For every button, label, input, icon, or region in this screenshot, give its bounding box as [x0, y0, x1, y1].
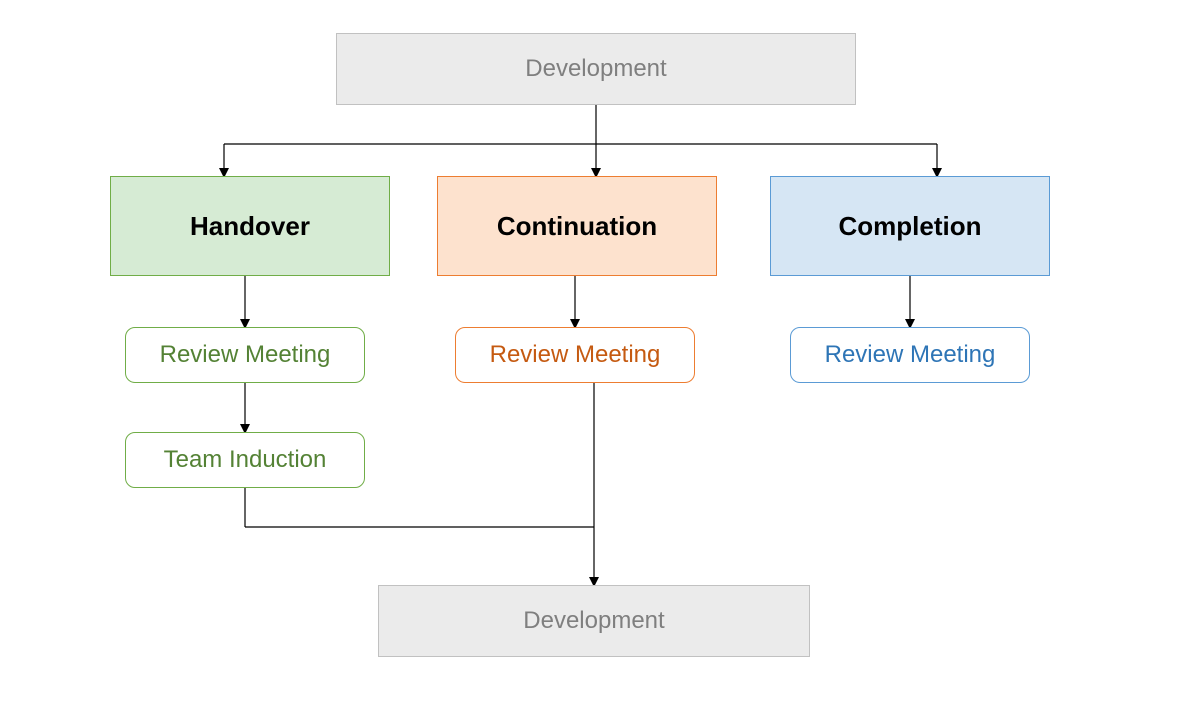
node-label-handover: Handover: [190, 211, 310, 242]
node-label-review_green: Review Meeting: [160, 341, 331, 369]
node-review_blue: Review Meeting: [790, 327, 1030, 383]
node-label-continuation: Continuation: [497, 211, 657, 242]
node-review_orange: Review Meeting: [455, 327, 695, 383]
node-label-dev_top: Development: [525, 55, 666, 83]
node-dev_bottom: Development: [378, 585, 810, 657]
node-label-review_orange: Review Meeting: [490, 341, 661, 369]
node-label-completion: Completion: [839, 211, 982, 242]
node-dev_top: Development: [336, 33, 856, 105]
node-label-team_induction: Team Induction: [164, 446, 327, 474]
node-completion: Completion: [770, 176, 1050, 276]
node-continuation: Continuation: [437, 176, 717, 276]
node-review_green: Review Meeting: [125, 327, 365, 383]
node-label-dev_bottom: Development: [523, 607, 664, 635]
node-label-review_blue: Review Meeting: [825, 341, 996, 369]
node-team_induction: Team Induction: [125, 432, 365, 488]
node-handover: Handover: [110, 176, 390, 276]
